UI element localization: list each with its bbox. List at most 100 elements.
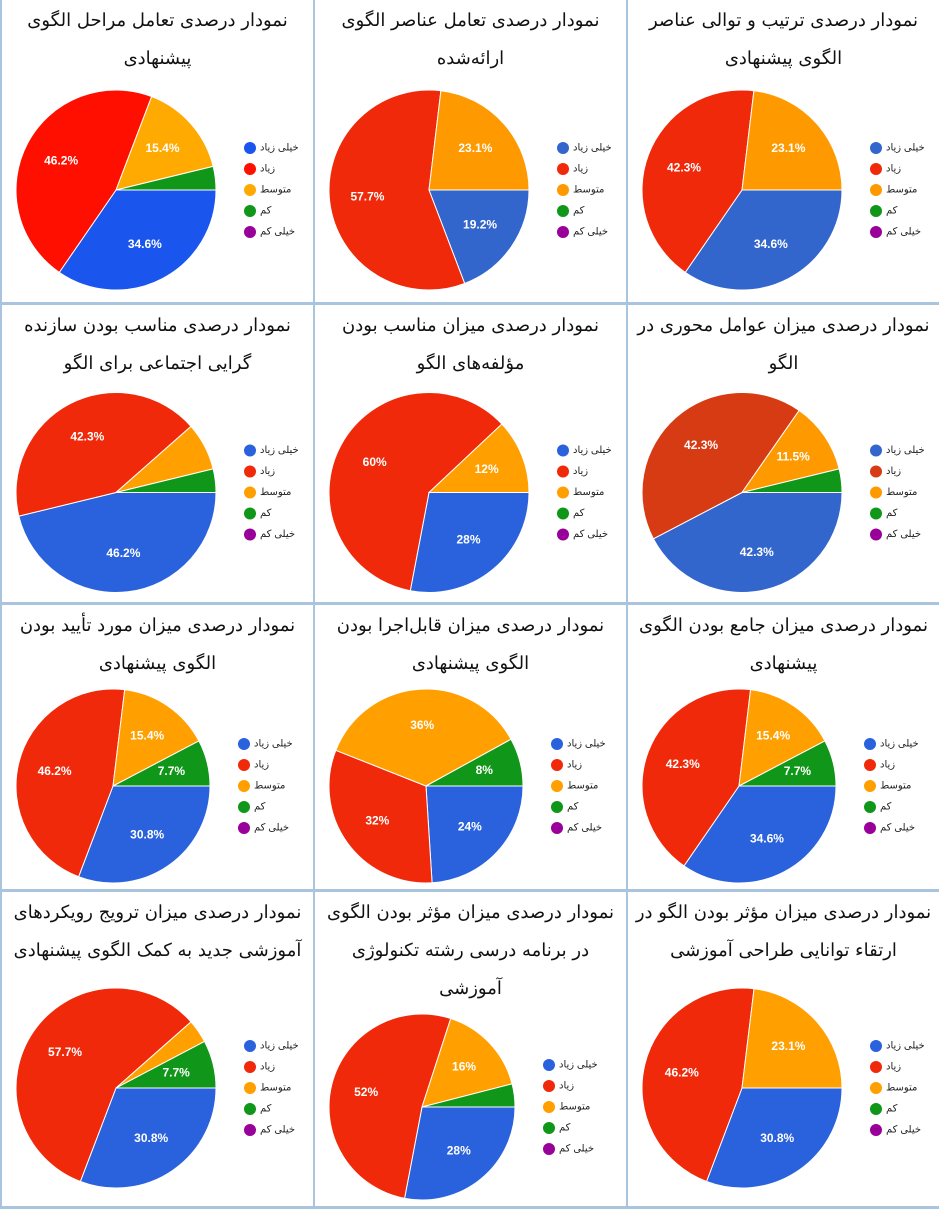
- slice-label: 34.6%: [128, 237, 162, 251]
- pie-slice: [425, 738, 524, 787]
- slice-label: 8%: [476, 763, 494, 777]
- legend-label: خیلی کم: [254, 823, 289, 834]
- legend-label: متوسط: [573, 487, 604, 498]
- legend-label: متوسط: [886, 185, 917, 196]
- pie-slice: [328, 1013, 452, 1199]
- legend-swatch: [244, 1040, 256, 1052]
- legend-label: کم: [886, 508, 898, 519]
- pie-slice: [705, 1087, 843, 1189]
- legend-label: کم: [567, 802, 579, 813]
- legend-label: خیلی زیاد: [260, 1041, 299, 1052]
- legend-label: خیلی زیاد: [886, 1041, 925, 1052]
- slice-label: 46.2%: [44, 153, 78, 167]
- legend-label: متوسط: [880, 781, 911, 792]
- legend-label: کم: [260, 508, 272, 519]
- legend-label: زیاد: [886, 164, 901, 175]
- pie-slice: [741, 988, 843, 1089]
- legend-swatch: [244, 507, 256, 520]
- slice-label: 28%: [447, 1144, 471, 1158]
- legend-swatch: [244, 528, 256, 541]
- chart-title: نمودار درصدی میزان ترویج رویکردهای آموزش…: [13, 902, 302, 961]
- legend-swatch: [244, 1082, 256, 1094]
- pie-slice: [18, 492, 217, 593]
- legend-swatch: [557, 142, 569, 154]
- legend-label: خیلی کم: [573, 227, 608, 238]
- legend-swatch: [557, 444, 569, 457]
- slice-label: 34.6%: [750, 831, 784, 845]
- pie-slice: [79, 1087, 217, 1189]
- legend-swatch: [551, 738, 563, 750]
- legend-label: متوسط: [260, 1083, 291, 1094]
- chart-cell: نمودار درصدی میزان عوامل محوری در الگو 42…: [626, 305, 939, 605]
- legend-swatch: [557, 163, 569, 175]
- pie-slice: [335, 688, 512, 787]
- legend-swatch: [870, 1061, 882, 1073]
- legend-label: زیاد: [559, 1081, 574, 1092]
- pie-slice: [641, 688, 752, 867]
- legend-label: خیلی کم: [886, 1125, 921, 1136]
- pie-slice: [15, 987, 192, 1183]
- pie-slice: [421, 1083, 516, 1108]
- legend-label: زیاد: [260, 164, 275, 175]
- pie-slice: [684, 189, 843, 291]
- legend-label: کم: [260, 206, 272, 217]
- slice-label: 23.1%: [771, 141, 805, 155]
- slice-label: 57.7%: [48, 1045, 82, 1059]
- slice-label: 23.1%: [771, 1039, 805, 1053]
- legend-label: متوسط: [567, 781, 598, 792]
- pie-chart: 24% 32% 36% 8% خیلی زیاد زیاد متوسط کم خیلی کم: [328, 688, 606, 884]
- slice-label: 30.8%: [130, 828, 164, 842]
- legend-label: کم: [559, 1123, 571, 1134]
- chart-cell: نمودار درصدی میزان مناسب بودن مؤلفه‌های …: [313, 305, 626, 605]
- legend-label: کم: [886, 206, 898, 217]
- slice-label: 30.8%: [134, 1131, 168, 1145]
- chart-title: نمودار درصدی ترتیب و توالی عناصر الگوی پ…: [649, 10, 918, 69]
- chart-cell: نمودار درصدی میزان قابل‌اجرا بودن الگوی …: [313, 605, 626, 892]
- legend-swatch: [870, 528, 882, 541]
- legend-swatch: [864, 738, 876, 750]
- chart-cell: نمودار درصدی تعامل عناصر الگوی ارائه‌شده…: [313, 0, 626, 305]
- chart-title: نمودار درصدی میزان مورد تأیید بودن الگوی…: [19, 615, 296, 674]
- slice-label: 15.4%: [130, 729, 164, 743]
- legend-swatch: [244, 184, 256, 196]
- legend-label: خیلی کم: [260, 529, 295, 540]
- pie-slice: [112, 740, 211, 787]
- legend-swatch: [244, 226, 256, 238]
- slice-label: 7.7%: [163, 1065, 191, 1079]
- chart-cell: نمودار درصدی مناسب بودن سازنده گرایی اجت…: [0, 305, 313, 605]
- legend-label: زیاد: [260, 466, 275, 477]
- slice-label: 57.7%: [350, 190, 384, 204]
- slice-label: 42.3%: [70, 430, 104, 444]
- legend-swatch: [870, 1124, 882, 1136]
- legend-label: خیلی زیاد: [260, 143, 299, 154]
- slice-label: 12%: [475, 462, 499, 476]
- slice-label: 42.3%: [684, 438, 718, 452]
- legend-label: زیاد: [254, 760, 269, 771]
- slice-label: 42.3%: [666, 757, 700, 771]
- pie-slice: [738, 689, 826, 787]
- slice-label: 34.6%: [754, 237, 788, 251]
- pie-slice: [428, 90, 530, 191]
- legend-swatch: [551, 780, 563, 792]
- legend-swatch: [244, 1124, 256, 1136]
- legend-swatch: [864, 801, 876, 813]
- slice-label: 46.2%: [38, 764, 72, 778]
- legend-swatch: [557, 528, 569, 541]
- slice-label: 19.2%: [463, 217, 497, 231]
- pie-chart: 30.8% 57.7% 7.7% خیلی زیاد زیاد متوسط کم خیلی ک…: [15, 987, 299, 1189]
- legend-label: خیلی کم: [886, 227, 921, 238]
- legend-swatch: [870, 226, 882, 238]
- slice-label: 52%: [354, 1085, 378, 1099]
- pie-slice: [409, 492, 530, 593]
- slice-label: 11.5%: [776, 450, 810, 464]
- legend-swatch: [238, 738, 250, 750]
- pie-chart: 34.6% 42.3% 23.1% خیلی زیاد زیاد متوسط کم خیلی …: [641, 89, 925, 291]
- legend-label: کم: [573, 508, 585, 519]
- pie-slice: [427, 423, 530, 493]
- chart-cell: نمودار درصدی میزان ترویج رویکردهای آموزش…: [0, 892, 313, 1209]
- legend-swatch: [557, 226, 569, 238]
- legend-label: متوسط: [886, 487, 917, 498]
- slice-label: 60%: [363, 455, 387, 469]
- pie-slice: [115, 1040, 217, 1089]
- legend-swatch: [244, 465, 256, 478]
